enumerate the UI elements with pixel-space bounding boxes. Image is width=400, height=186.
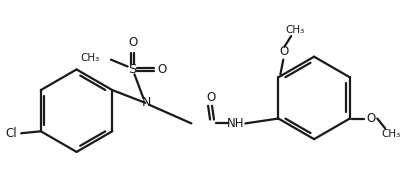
Text: O: O bbox=[280, 45, 289, 58]
Text: CH₃: CH₃ bbox=[80, 53, 99, 63]
Text: O: O bbox=[206, 91, 216, 104]
Text: NH: NH bbox=[227, 117, 244, 130]
Text: Cl: Cl bbox=[6, 127, 17, 140]
Text: O: O bbox=[157, 63, 166, 76]
Text: N: N bbox=[142, 96, 151, 109]
Text: CH₃: CH₃ bbox=[286, 25, 305, 35]
Text: CH₃: CH₃ bbox=[382, 129, 400, 139]
Text: O: O bbox=[367, 112, 376, 125]
Text: O: O bbox=[128, 36, 137, 49]
Text: S: S bbox=[128, 63, 137, 76]
